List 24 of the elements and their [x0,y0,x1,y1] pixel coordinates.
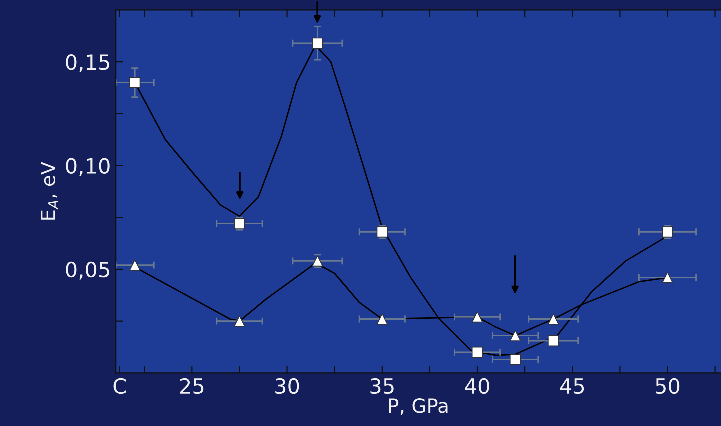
x-tick-label: C [114,378,126,394]
point [130,77,141,88]
x-tick-label: 35 [370,378,394,394]
point [234,316,246,327]
point [312,38,324,49]
point [472,346,484,358]
point [472,312,484,323]
y-tick-label: 0,05 [66,262,110,280]
x-tick-label: 30 [276,378,300,394]
x-tick-label: 50 [656,378,680,394]
point [510,354,522,366]
x-axis-title: P, GPa [389,398,448,416]
x-tick-label: 25 [180,378,204,394]
x-tick-label: 45 [560,378,584,394]
point [130,260,141,271]
point [662,272,674,284]
point [548,335,560,347]
y-tick-label: 0,15 [66,54,110,72]
x-tick-label: 40 [465,378,490,394]
point [510,330,522,342]
point [548,314,560,325]
point [376,314,388,325]
y-tick-label: 0,10 [66,158,110,176]
y-axis-title: E$_{A}$, eV [41,162,58,220]
